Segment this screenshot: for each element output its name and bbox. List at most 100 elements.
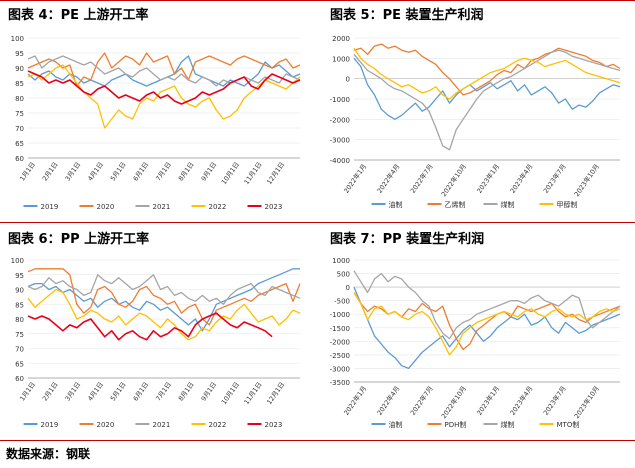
y-tick-label: 75 <box>15 331 24 339</box>
x-tick-label: 2022年10月 <box>439 384 468 420</box>
legend-label: MTO制 <box>557 420 580 429</box>
x-tick-label: 2023年4月 <box>508 384 535 417</box>
y-tick-label: -1500 <box>330 325 350 333</box>
legend-label: 煤制 <box>501 420 515 429</box>
legend-label: 煤制 <box>501 200 515 209</box>
x-tick-label: 2023年1月 <box>475 162 502 195</box>
legend-label: 2019 <box>41 421 59 429</box>
legend-label: 油制 <box>389 200 403 209</box>
y-tick-label: -1000 <box>330 311 350 319</box>
y-tick-label: 65 <box>15 360 24 368</box>
x-tick-label: 12月1日 <box>265 161 286 186</box>
y-tick-label: -1000 <box>330 96 350 104</box>
y-tick-label: 85 <box>15 80 24 88</box>
x-tick-label: 8月1日 <box>177 381 196 403</box>
legend-label: 油制 <box>389 420 403 429</box>
x-tick-label: 2022年7月 <box>408 162 435 195</box>
legend-label: 2022 <box>209 203 227 211</box>
legend-label: PDH制 <box>445 420 467 429</box>
series-line-2019 <box>27 268 300 332</box>
x-tick-label: 5月1日 <box>109 381 128 403</box>
x-tick-label: 2022年10月 <box>439 162 468 198</box>
x-tick-label: 1月1日 <box>18 381 37 403</box>
x-tick-label: 11月1日 <box>243 161 264 186</box>
x-tick-label: 7月1日 <box>154 161 173 183</box>
chart-7-title: 图表 7：PP 装置生产利润 <box>330 232 485 247</box>
legend-label: 2019 <box>41 203 59 211</box>
series-line-煤制 <box>353 270 621 340</box>
x-tick-label: 2023年1月 <box>475 384 502 417</box>
y-tick-label: 70 <box>15 125 24 133</box>
series-line-2023 <box>27 70 301 105</box>
y-tick-label: 65 <box>15 140 24 148</box>
y-tick-label: 80 <box>15 316 24 324</box>
x-tick-label: 2月1日 <box>41 381 60 403</box>
x-tick-label: 9月1日 <box>200 161 219 183</box>
chart-6-title: 图表 6：PP 上游开工率 <box>8 232 150 247</box>
y-tick-label: 95 <box>15 50 24 58</box>
legend-label: 甲醇制 <box>557 200 578 209</box>
y-tick-label: -3000 <box>330 137 350 145</box>
x-tick-label: 9月1日 <box>200 381 219 403</box>
x-tick-label: 2023年7月 <box>541 162 568 195</box>
chart-4-title: 图表 4：PE 上游开工率 <box>8 8 149 23</box>
y-tick-label: 100 <box>11 257 24 265</box>
x-tick-label: 2022年4月 <box>375 162 402 195</box>
y-tick-label: -2000 <box>330 116 350 124</box>
x-tick-label: 2022年7月 <box>408 384 435 417</box>
y-tick-label: 60 <box>15 375 24 383</box>
y-tick-label: 1000 <box>332 55 350 63</box>
series-line-油制 <box>353 286 621 370</box>
series-line-2020 <box>27 268 301 326</box>
x-tick-label: 2月1日 <box>41 161 60 183</box>
y-tick-label: 1000 <box>332 257 350 265</box>
x-tick-label: 3月1日 <box>64 381 83 403</box>
y-tick-label: 500 <box>337 271 350 279</box>
legend-label: 2023 <box>265 421 283 429</box>
series-line-2023 <box>27 312 273 341</box>
series-line-2022 <box>27 288 301 341</box>
y-tick-label: -3500 <box>330 379 350 387</box>
chart-5-title: 图表 5：PE 装置生产利润 <box>330 8 484 23</box>
legend-label: 乙烯制 <box>445 200 466 209</box>
x-tick-label: 7月1日 <box>154 381 173 403</box>
y-tick-label: 60 <box>15 155 24 163</box>
y-tick-label: 75 <box>15 110 24 118</box>
x-tick-label: 2022年4月 <box>375 384 402 417</box>
series-line-煤制 <box>353 49 621 151</box>
series-line-MTO制 <box>353 292 621 356</box>
y-tick-label: 85 <box>15 301 24 309</box>
chart-7-pp-plant-profit: -3500 -3000 -2500 -2000 -1500 -1000 -500 0 500 10… <box>330 257 621 429</box>
series-line-2020 <box>27 52 301 87</box>
series-line-2021 <box>27 274 301 305</box>
y-tick-label: 70 <box>15 346 24 354</box>
y-tick-label: 0 <box>346 284 350 292</box>
y-tick-label: -3000 <box>330 365 350 373</box>
x-tick-label: 2023年10月 <box>572 384 601 420</box>
x-tick-label: 2023年7月 <box>541 384 568 417</box>
legend-label: 2023 <box>265 203 283 211</box>
x-tick-label: 4月1日 <box>86 161 105 183</box>
x-tick-label: 6月1日 <box>132 381 151 403</box>
series-line-乙烯制 <box>353 43 621 96</box>
series-line-2022 <box>27 64 301 129</box>
series-line-油制 <box>353 57 621 120</box>
x-tick-label: 10月1日 <box>220 381 241 406</box>
x-tick-label: 12月1日 <box>265 381 286 406</box>
x-tick-label: 1月1日 <box>18 161 37 183</box>
legend-label: 2021 <box>153 421 171 429</box>
top-rule <box>0 0 635 1</box>
y-tick-label: 80 <box>15 95 24 103</box>
legend-label: 2020 <box>97 203 115 211</box>
source-divider <box>0 440 635 441</box>
x-tick-label: 2023年10月 <box>572 162 601 198</box>
y-tick-label: -2500 <box>330 352 350 360</box>
x-tick-label: 2022年1月 <box>342 384 369 417</box>
series-line-甲醇制 <box>353 47 621 100</box>
series-line-2021 <box>27 55 301 87</box>
y-tick-label: 2000 <box>332 35 350 43</box>
y-tick-label: -2000 <box>330 338 350 346</box>
x-tick-label: 4月1日 <box>86 381 105 403</box>
y-tick-label: 90 <box>15 65 24 73</box>
